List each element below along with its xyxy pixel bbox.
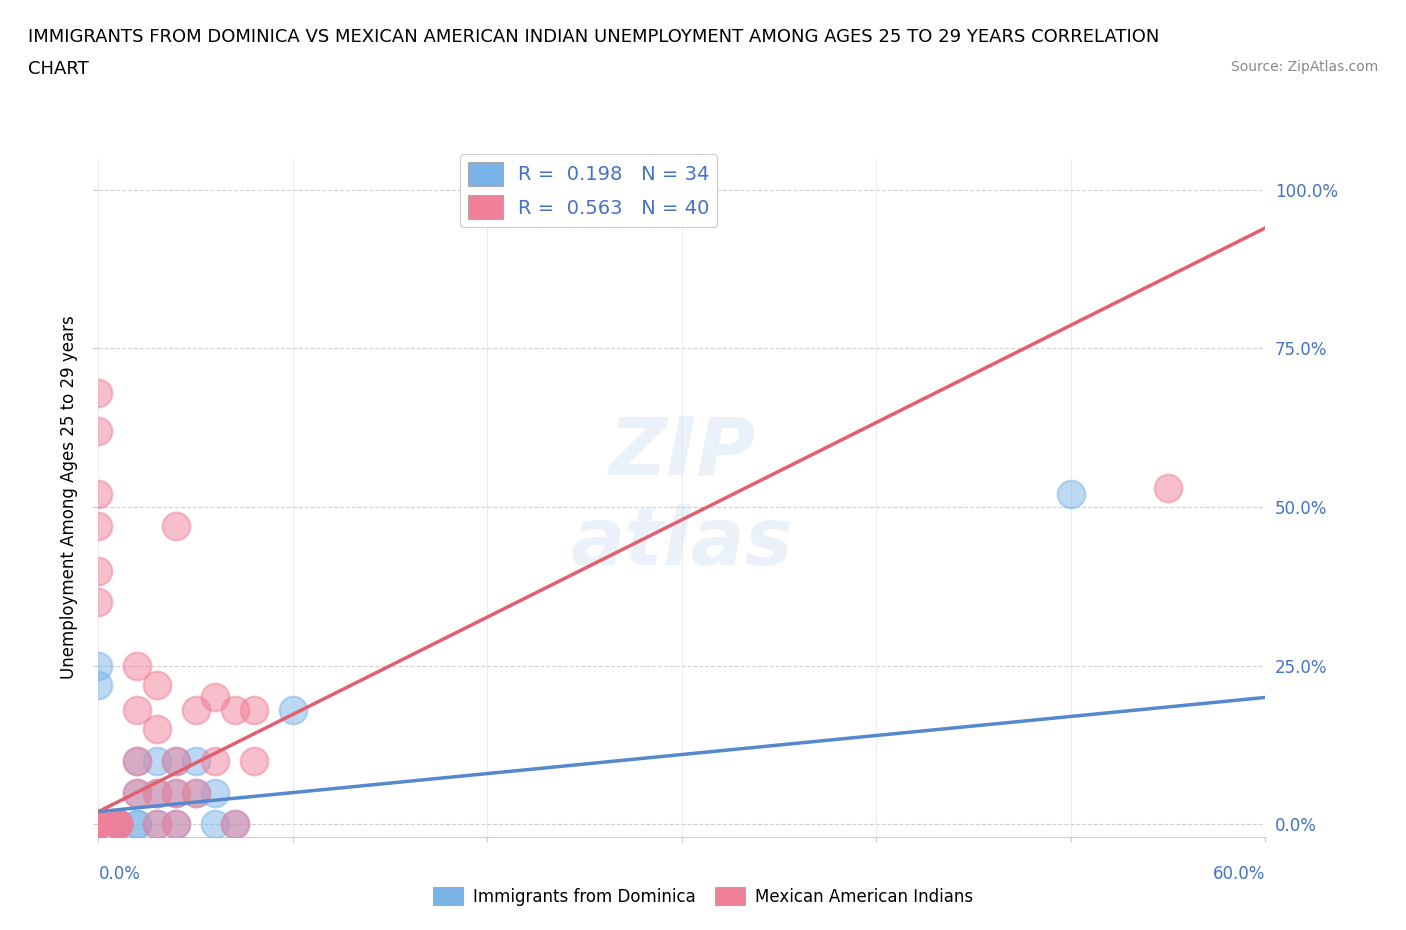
Point	[165, 785, 187, 800]
Point	[184, 703, 207, 718]
Point	[107, 817, 129, 831]
Point	[107, 817, 129, 831]
Point	[127, 785, 149, 800]
Point	[224, 817, 246, 831]
Point	[204, 817, 226, 831]
Point	[165, 817, 187, 831]
Point	[87, 817, 110, 831]
Point	[146, 817, 169, 831]
Point	[224, 817, 246, 831]
Legend: Immigrants from Dominica, Mexican American Indians: Immigrants from Dominica, Mexican Americ…	[426, 881, 980, 912]
Point	[165, 785, 187, 800]
Point	[127, 817, 149, 831]
Point	[87, 817, 110, 831]
Point	[127, 658, 149, 673]
Legend: R =  0.198   N = 34, R =  0.563   N = 40: R = 0.198 N = 34, R = 0.563 N = 40	[460, 154, 717, 227]
Point	[87, 817, 110, 831]
Point	[87, 658, 110, 673]
Point	[87, 817, 110, 831]
Point	[107, 817, 129, 831]
Point	[87, 817, 110, 831]
Point	[243, 703, 266, 718]
Point	[87, 385, 110, 400]
Point	[165, 519, 187, 534]
Point	[87, 817, 110, 831]
Point	[107, 817, 129, 831]
Point	[87, 817, 110, 831]
Point	[87, 817, 110, 831]
Point	[87, 817, 110, 831]
Point	[127, 785, 149, 800]
Point	[165, 817, 187, 831]
Point	[87, 487, 110, 502]
Y-axis label: Unemployment Among Ages 25 to 29 years: Unemployment Among Ages 25 to 29 years	[59, 315, 77, 680]
Point	[204, 785, 226, 800]
Point	[87, 817, 110, 831]
Point	[87, 677, 110, 692]
Point	[127, 753, 149, 768]
Point	[87, 817, 110, 831]
Text: 60.0%: 60.0%	[1213, 865, 1265, 883]
Text: CHART: CHART	[28, 60, 89, 78]
Point	[204, 690, 226, 705]
Point	[107, 817, 129, 831]
Text: ZIP
atlas: ZIP atlas	[571, 414, 793, 581]
Point	[184, 753, 207, 768]
Point	[165, 753, 187, 768]
Point	[184, 785, 207, 800]
Point	[87, 817, 110, 831]
Point	[87, 423, 110, 438]
Point	[146, 753, 169, 768]
Point	[281, 703, 304, 718]
Point	[87, 817, 110, 831]
Point	[146, 785, 169, 800]
Point	[107, 817, 129, 831]
Point	[87, 817, 110, 831]
Point	[127, 817, 149, 831]
Point	[107, 817, 129, 831]
Point	[146, 722, 169, 737]
Point	[243, 753, 266, 768]
Point	[165, 753, 187, 768]
Point	[87, 519, 110, 534]
Point	[1157, 481, 1180, 496]
Point	[87, 817, 110, 831]
Point	[184, 785, 207, 800]
Point	[87, 817, 110, 831]
Point	[1060, 487, 1083, 502]
Point	[87, 817, 110, 831]
Text: 0.0%: 0.0%	[98, 865, 141, 883]
Point	[146, 785, 169, 800]
Point	[107, 817, 129, 831]
Point	[224, 703, 246, 718]
Point	[87, 817, 110, 831]
Point	[146, 677, 169, 692]
Point	[127, 703, 149, 718]
Point	[87, 563, 110, 578]
Point	[204, 753, 226, 768]
Point	[107, 817, 129, 831]
Point	[127, 753, 149, 768]
Point	[146, 817, 169, 831]
Text: Source: ZipAtlas.com: Source: ZipAtlas.com	[1230, 60, 1378, 74]
Text: IMMIGRANTS FROM DOMINICA VS MEXICAN AMERICAN INDIAN UNEMPLOYMENT AMONG AGES 25 T: IMMIGRANTS FROM DOMINICA VS MEXICAN AMER…	[28, 28, 1160, 46]
Point	[87, 817, 110, 831]
Point	[87, 595, 110, 610]
